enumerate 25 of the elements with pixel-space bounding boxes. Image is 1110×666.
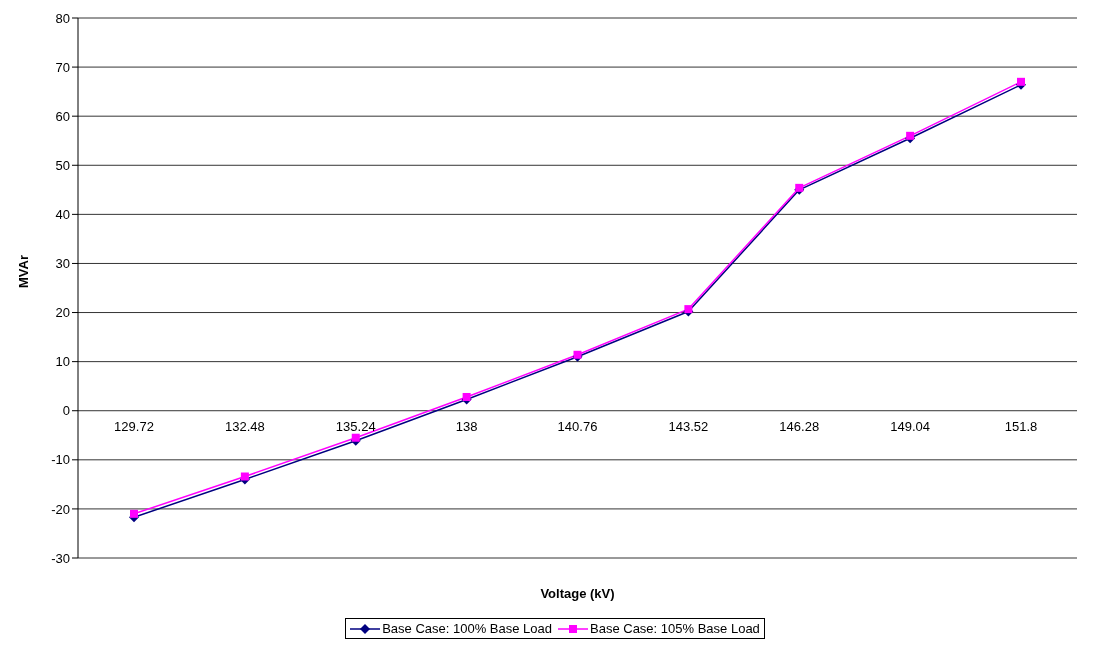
- x-tick-label: 132.48: [224, 418, 265, 434]
- y-tick-label: 0: [62, 403, 70, 419]
- x-tick-label: 129.72: [114, 418, 154, 434]
- x-tick-label: 140.76: [557, 418, 598, 434]
- x-tick-label: 143.52: [668, 418, 709, 434]
- x-tick-label: 138: [455, 418, 478, 434]
- y-tick-label: 40: [55, 206, 70, 222]
- x-tick-label: 146.28: [779, 418, 820, 434]
- y-tick-label: 80: [55, 10, 70, 26]
- x-axis-title: Voltage (kV): [540, 586, 615, 601]
- y-tick-label: 20: [55, 305, 70, 321]
- y-tick-label: 50: [55, 157, 70, 173]
- legend-label: Base Case: 100% Base Load: [381, 621, 552, 636]
- x-tick-label: 149.04: [890, 418, 931, 434]
- legend-label: Base Case: 105% Base Load: [589, 621, 760, 636]
- x-tick-label: 135.24: [335, 418, 376, 434]
- y-tick-label: 30: [55, 256, 70, 272]
- y-tick-label: 60: [55, 108, 70, 124]
- y-axis-title: MVAr: [15, 255, 31, 288]
- y-tick-label: -30: [51, 550, 70, 566]
- x-tick-label: 151.8: [1004, 418, 1038, 434]
- y-tick-label: 70: [55, 59, 70, 75]
- y-tick-label: -10: [51, 452, 70, 468]
- y-tick-label: 10: [55, 354, 70, 370]
- y-tick-label: -20: [51, 501, 70, 517]
